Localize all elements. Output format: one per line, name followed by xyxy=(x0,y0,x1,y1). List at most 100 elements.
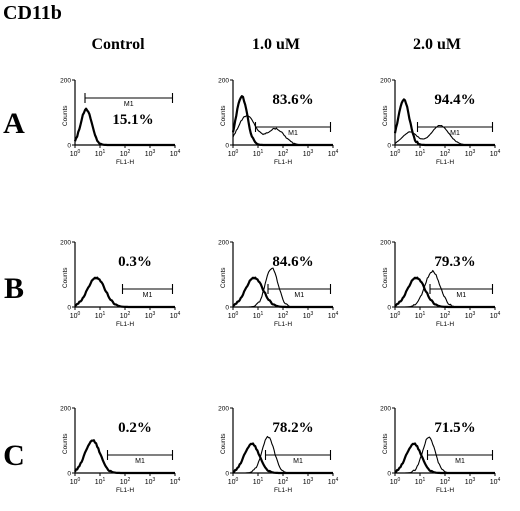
gate-label: M1 xyxy=(455,458,465,465)
x-tick-label: 101 xyxy=(415,477,426,486)
x-tick-label: 101 xyxy=(253,477,264,486)
x-tick-label: 103 xyxy=(465,311,476,320)
y-axis-label: Counts xyxy=(382,433,389,454)
x-tick-label: 101 xyxy=(253,311,264,320)
column-header-1uM: 1.0 uM xyxy=(252,36,300,53)
gate-marker-M1 xyxy=(416,122,494,132)
histogram-panel-C-3: 0 200 Counts 100 101 102 103 104 FL1-H M1 71.5% xyxy=(380,406,500,495)
y-tick-label: 0 xyxy=(387,143,391,150)
control-histogram xyxy=(394,276,495,309)
y-tick-label: 0 xyxy=(67,471,71,478)
y-axis-label: Counts xyxy=(382,105,389,126)
x-tick-label: 102 xyxy=(120,149,131,158)
x-tick-label: 104 xyxy=(170,477,181,486)
row-label-C: C xyxy=(3,439,25,472)
y-tick-label: 200 xyxy=(380,406,391,413)
y-tick-label: 0 xyxy=(225,143,229,150)
x-tick-label: 103 xyxy=(145,149,156,158)
x-tick-label: 103 xyxy=(303,149,314,158)
x-tick-label: 104 xyxy=(328,477,339,486)
y-tick-label: 0 xyxy=(387,305,391,312)
gated-percent-label: 15.1% xyxy=(112,112,153,128)
column-header-2uM: 2.0 uM xyxy=(413,36,461,53)
x-tick-label: 101 xyxy=(95,311,106,320)
x-tick-label: 103 xyxy=(465,477,476,486)
control-histogram xyxy=(73,107,175,147)
x-tick-label: 102 xyxy=(278,149,289,158)
x-tick-label: 100 xyxy=(390,477,401,486)
control-histogram xyxy=(74,276,175,309)
gate-marker-M1 xyxy=(267,284,332,294)
x-axis-label: FL1-H xyxy=(116,487,134,494)
axis-frame xyxy=(232,408,333,474)
axis-frame xyxy=(74,408,175,474)
control-histogram xyxy=(394,442,495,475)
treated-histogram xyxy=(395,269,495,308)
gated-percent-label: 94.4% xyxy=(434,92,475,108)
x-tick-label: 103 xyxy=(145,311,156,320)
y-axis-label: Counts xyxy=(62,433,69,454)
x-tick-label: 104 xyxy=(328,311,339,320)
y-tick-label: 0 xyxy=(225,305,229,312)
x-tick-label: 103 xyxy=(303,477,314,486)
x-axis-label: FL1-H xyxy=(274,159,292,166)
histogram-panel-B-3: 0 200 Counts 100 101 102 103 104 FL1-H M1 79.3% xyxy=(380,240,500,329)
gate-marker-M1 xyxy=(429,284,494,294)
gate-marker-M1 xyxy=(426,450,494,460)
gate-marker-M1 xyxy=(264,450,332,460)
axis-frame xyxy=(232,242,333,308)
y-tick-label: 200 xyxy=(60,240,71,247)
treated-histogram xyxy=(394,124,495,146)
treated-histogram xyxy=(395,436,495,474)
y-axis-label: Counts xyxy=(62,267,69,288)
gate-marker-M1 xyxy=(84,93,174,103)
x-tick-label: 100 xyxy=(70,311,81,320)
gate-marker-M1 xyxy=(106,450,174,460)
y-tick-label: 200 xyxy=(218,240,229,247)
gated-percent-label: 84.6% xyxy=(272,254,313,270)
x-tick-label: 104 xyxy=(170,149,181,158)
histogram-panel-A-3: 0 200 Counts 100 101 102 103 104 FL1-H M1 94.4% xyxy=(380,78,500,167)
x-tick-label: 100 xyxy=(70,149,81,158)
x-axis-label: FL1-H xyxy=(274,321,292,328)
y-tick-label: 200 xyxy=(218,78,229,85)
gate-label: M1 xyxy=(288,130,298,137)
gate-label: M1 xyxy=(450,130,460,137)
x-axis-label: FL1-H xyxy=(436,159,454,166)
x-tick-label: 102 xyxy=(440,477,451,486)
x-tick-label: 102 xyxy=(440,149,451,158)
x-tick-label: 101 xyxy=(415,149,426,158)
gated-percent-label: 0.3% xyxy=(118,254,152,270)
row-label-A: A xyxy=(3,107,25,140)
x-tick-label: 104 xyxy=(490,477,501,486)
gated-percent-label: 78.2% xyxy=(272,420,313,436)
y-tick-label: 200 xyxy=(60,78,71,85)
histogram-panel-C-1: 0 200 Counts 100 101 102 103 104 FL1-H M1 0.2% xyxy=(60,406,180,495)
x-tick-label: 103 xyxy=(145,477,156,486)
axis-frame xyxy=(74,242,175,308)
x-tick-label: 102 xyxy=(278,311,289,320)
x-tick-label: 101 xyxy=(253,149,264,158)
gate-label: M1 xyxy=(456,292,466,299)
x-axis-label: FL1-H xyxy=(116,321,134,328)
gated-percent-label: 0.2% xyxy=(118,420,152,436)
control-histogram xyxy=(232,442,333,475)
x-tick-label: 102 xyxy=(120,477,131,486)
y-tick-label: 0 xyxy=(67,143,71,150)
gated-percent-label: 79.3% xyxy=(434,254,475,270)
treated-histogram xyxy=(232,114,333,146)
axis-frame xyxy=(232,80,333,146)
row-label-B: B xyxy=(4,272,24,305)
y-axis-label: Counts xyxy=(220,433,227,454)
x-tick-label: 104 xyxy=(490,311,501,320)
x-tick-label: 100 xyxy=(390,149,401,158)
gate-label: M1 xyxy=(293,458,303,465)
y-axis-label: Counts xyxy=(382,267,389,288)
x-tick-label: 101 xyxy=(95,477,106,486)
y-tick-label: 200 xyxy=(380,240,391,247)
x-tick-label: 104 xyxy=(170,311,181,320)
x-tick-label: 100 xyxy=(228,149,239,158)
x-axis-label: FL1-H xyxy=(436,487,454,494)
column-header-control: Control xyxy=(91,36,145,53)
histogram-panel-B-2: 0 200 Counts 100 101 102 103 104 FL1-H M1 84.6% xyxy=(218,240,338,329)
